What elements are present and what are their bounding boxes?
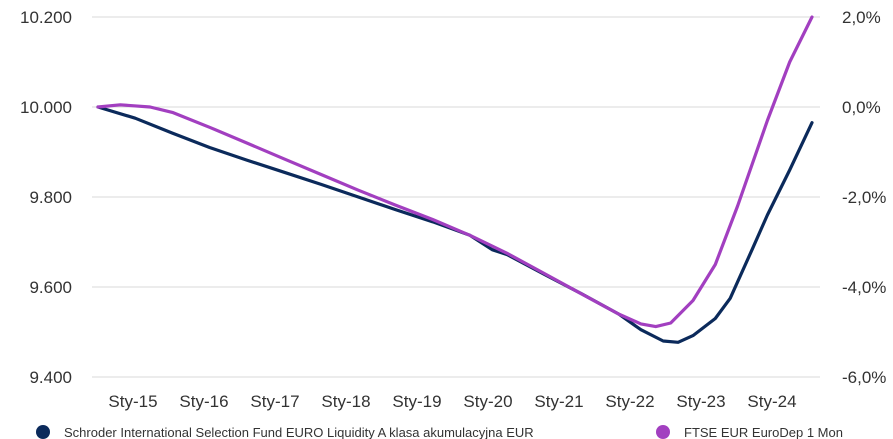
right-tick-label: -6,0%	[842, 368, 886, 387]
left-tick-label: 9.400	[29, 368, 72, 387]
legend-label-0: Schroder International Selection Fund EU…	[64, 425, 534, 439]
legend: Schroder International Selection Fund EU…	[36, 425, 843, 439]
series-line-1	[96, 15, 814, 329]
right-tick-label: 0,0%	[842, 98, 881, 117]
series-line-0	[96, 105, 814, 344]
right-tick-label: 2,0%	[842, 8, 881, 27]
right-tick-label: -4,0%	[842, 278, 886, 297]
right-axis-ticks: 2,0% 0,0% -2,0% -4,0% -6,0%	[842, 8, 886, 387]
left-tick-label: 10.200	[20, 8, 72, 27]
left-axis-ticks: 10.200 10.000 9.800 9.600 9.400	[20, 8, 72, 387]
x-tick-label: Sty-17	[250, 392, 299, 411]
left-tick-label: 10.000	[20, 98, 72, 117]
right-tick-label: -2,0%	[842, 188, 886, 207]
x-tick-label: Sty-16	[179, 392, 228, 411]
x-tick-label: Sty-15	[108, 392, 157, 411]
x-tick-label: Sty-23	[676, 392, 725, 411]
left-tick-label: 9.800	[29, 188, 72, 207]
x-tick-label: Sty-22	[605, 392, 654, 411]
series-lines	[96, 15, 814, 344]
x-tick-label: Sty-19	[392, 392, 441, 411]
x-axis-ticks: Sty-15 Sty-16 Sty-17 Sty-18 Sty-19 Sty-20 Sty-…	[108, 392, 796, 411]
grid-lines	[92, 16, 820, 378]
legend-label-1: FTSE EUR EuroDep 1 Mon	[684, 425, 843, 439]
legend-marker-0	[36, 425, 50, 439]
x-tick-label: Sty-24	[747, 392, 796, 411]
x-tick-label: Sty-21	[534, 392, 583, 411]
left-tick-label: 9.600	[29, 278, 72, 297]
x-tick-label: Sty-20	[463, 392, 512, 411]
legend-marker-1	[656, 425, 670, 439]
x-tick-label: Sty-18	[321, 392, 370, 411]
